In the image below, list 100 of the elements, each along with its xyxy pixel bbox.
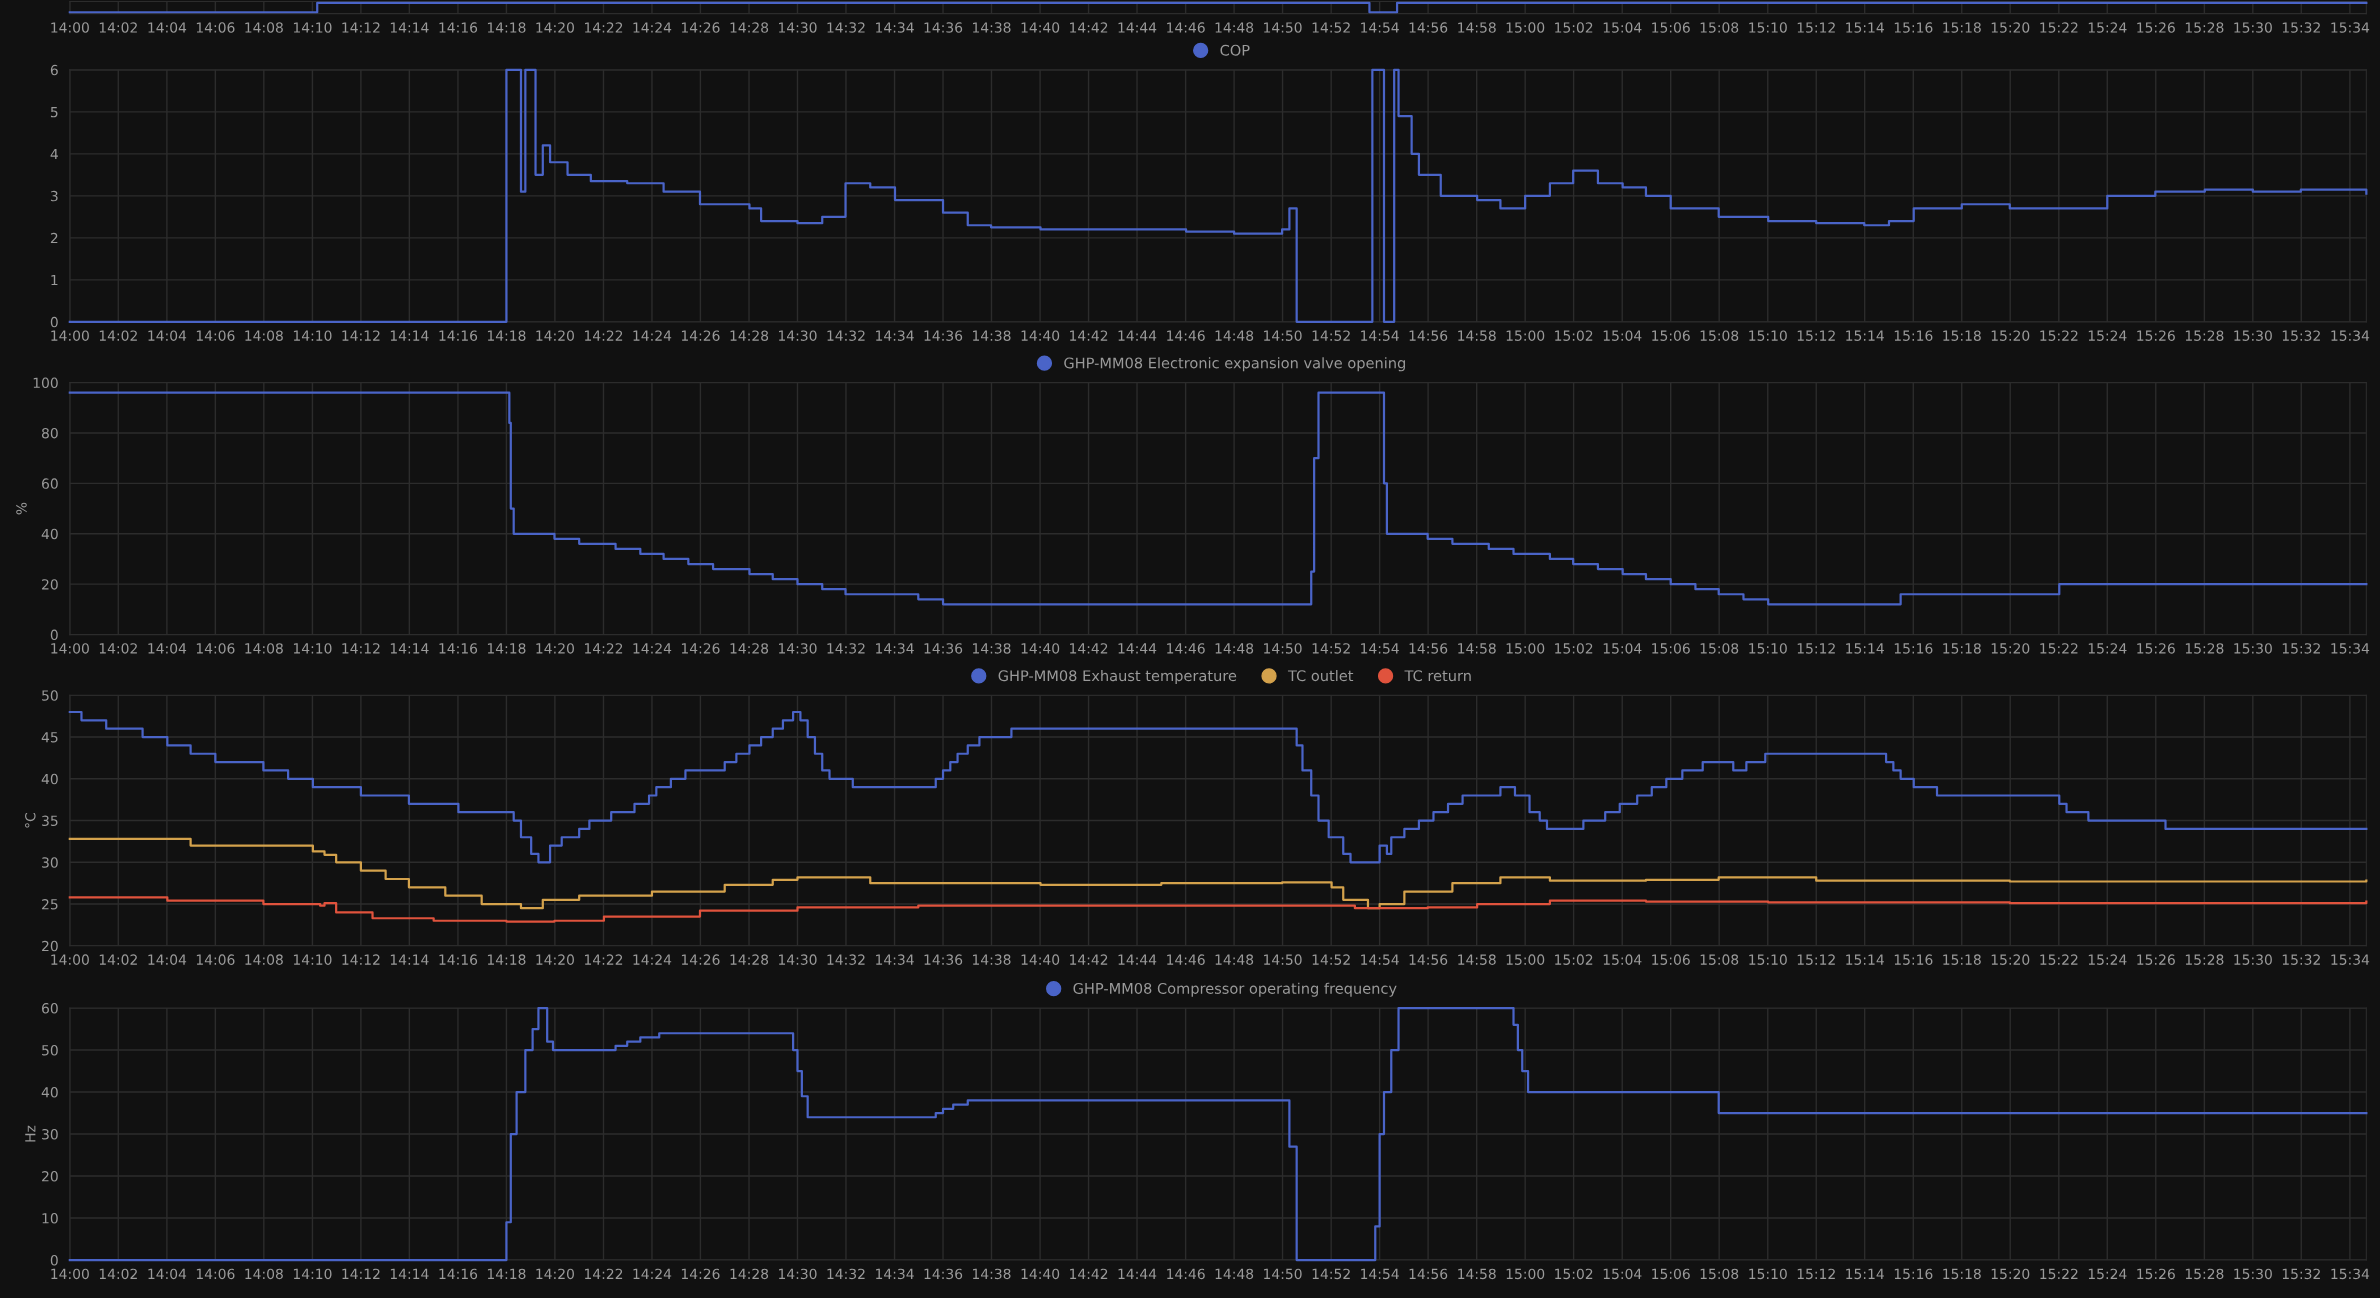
y-tick-label: 0 bbox=[50, 629, 58, 641]
x-tick-label: 14:52 bbox=[1312, 643, 1350, 654]
y-tick-label: 40 bbox=[41, 1087, 58, 1098]
x-tick-label: 14:54 bbox=[1361, 643, 1399, 654]
x-tick-label: 14:22 bbox=[585, 330, 623, 341]
x-tick-label: 14:34 bbox=[876, 22, 914, 33]
x-tick-label: 15:00 bbox=[1506, 643, 1545, 654]
x-tick-label: 15:30 bbox=[2234, 330, 2272, 341]
x-tick-label: 14:32 bbox=[827, 22, 865, 33]
x-tick-label: 15:26 bbox=[2137, 22, 2175, 33]
x-tick-label: 14:48 bbox=[1215, 330, 1254, 341]
x-tick-label: 14:08 bbox=[245, 643, 283, 654]
x-tick-label: 14:20 bbox=[536, 330, 574, 341]
y-tick-label: 2 bbox=[50, 232, 58, 244]
x-tick-label: 15:28 bbox=[2185, 954, 2224, 965]
x-tick-label: 15:06 bbox=[1652, 22, 1690, 33]
x-tick-label: 15:14 bbox=[1846, 643, 1884, 654]
x-tick-label: 14:56 bbox=[1409, 330, 1448, 341]
x-tick-label: 14:58 bbox=[1458, 954, 1496, 965]
x-tick-label: 15:14 bbox=[1846, 22, 1884, 33]
y-tick-label: 1 bbox=[51, 274, 58, 286]
x-tick-label: 14:52 bbox=[1312, 330, 1350, 341]
x-tick-label: 14:06 bbox=[196, 643, 235, 654]
x-tick-label: 14:36 bbox=[924, 22, 963, 33]
x-tick-label: 14:26 bbox=[681, 22, 720, 33]
y-tick-label: 45 bbox=[41, 732, 58, 743]
x-tick-label: 14:40 bbox=[1021, 330, 1060, 341]
x-tick-label: 14:22 bbox=[585, 22, 623, 33]
x-tick-label: 15:34 bbox=[2331, 330, 2370, 341]
x-tick-label: 14:52 bbox=[1312, 954, 1350, 965]
y-tick-label: 4 bbox=[50, 148, 58, 160]
x-tick-label: 15:12 bbox=[1797, 643, 1835, 654]
x-tick-label: 15:18 bbox=[1943, 330, 1981, 341]
x-tick-label: 15:34 bbox=[2331, 1268, 2370, 1280]
x-tick-label: 15:24 bbox=[2088, 954, 2127, 965]
x-tick-label: 15:04 bbox=[1603, 330, 1642, 341]
y-tick-label: 3 bbox=[50, 190, 58, 202]
x-tick-label: 15:16 bbox=[1894, 954, 1933, 965]
x-tick-label: 15:30 bbox=[2234, 1268, 2272, 1280]
x-tick-label: 15:02 bbox=[1555, 1268, 1593, 1280]
x-tick-label: 15:12 bbox=[1797, 330, 1835, 341]
x-tick-label: 15:14 bbox=[1846, 954, 1884, 965]
x-tick-label: 14:24 bbox=[633, 643, 672, 654]
x-tick-label: 15:32 bbox=[2282, 954, 2320, 965]
x-tick-label: 14:10 bbox=[293, 22, 332, 33]
x-tick-label: 14:18 bbox=[487, 22, 526, 33]
x-tick-label: 14:32 bbox=[827, 1268, 865, 1280]
x-tick-label: 14:08 bbox=[245, 22, 283, 33]
x-tick-label: 15:18 bbox=[1943, 643, 1981, 654]
x-tick-label: 15:08 bbox=[1700, 22, 1739, 33]
legend-label: TC return bbox=[1404, 670, 1471, 682]
y-tick-label: 100 bbox=[33, 377, 58, 389]
x-tick-label: 15:30 bbox=[2234, 22, 2272, 33]
x-tick-label: 14:02 bbox=[99, 954, 137, 965]
x-tick-label: 15:22 bbox=[2040, 643, 2078, 654]
y-tick-label: 80 bbox=[41, 427, 58, 439]
y-axis-title: Hz bbox=[25, 1125, 36, 1142]
x-tick-label: 14:30 bbox=[779, 643, 817, 654]
x-tick-label: 14:08 bbox=[245, 1268, 283, 1280]
legend-label: GHP-MM08 Compressor operating frequency bbox=[1073, 982, 1397, 997]
x-tick-label: 15:22 bbox=[2040, 954, 2078, 965]
x-tick-label: 14:06 bbox=[196, 22, 235, 33]
x-tick-label: 14:46 bbox=[1167, 643, 1205, 654]
x-tick-label: 14:20 bbox=[536, 643, 574, 654]
x-tick-label: 15:34 bbox=[2331, 643, 2370, 654]
x-tick-label: 14:26 bbox=[681, 643, 720, 654]
x-tick-label: 15:16 bbox=[1894, 22, 1933, 33]
y-tick-label: 0 bbox=[50, 1255, 58, 1266]
x-tick-label: 14:40 bbox=[1021, 22, 1060, 33]
x-tick-label: 14:04 bbox=[148, 22, 187, 33]
x-tick-label: 14:34 bbox=[876, 1268, 914, 1280]
x-tick-label: 15:28 bbox=[2185, 22, 2224, 33]
x-tick-label: 14:48 bbox=[1215, 954, 1254, 965]
y-tick-label: 25 bbox=[42, 899, 58, 910]
x-tick-label: 14:40 bbox=[1021, 954, 1060, 965]
x-tick-label: 14:36 bbox=[924, 1268, 963, 1280]
x-tick-label: 15:30 bbox=[2234, 643, 2272, 654]
x-tick-label: 14:46 bbox=[1167, 954, 1205, 965]
x-tick-label: 15:34 bbox=[2331, 22, 2370, 33]
x-tick-label: 15:20 bbox=[1991, 643, 2030, 654]
x-tick-label: 15:12 bbox=[1797, 1268, 1835, 1280]
x-tick-label: 14:58 bbox=[1458, 1268, 1496, 1280]
x-tick-label: 14:46 bbox=[1167, 330, 1205, 341]
x-tick-label: 14:44 bbox=[1118, 330, 1157, 341]
x-tick-label: 14:26 bbox=[681, 954, 720, 965]
y-tick-label: 60 bbox=[42, 1003, 58, 1014]
x-tick-label: 15:06 bbox=[1652, 643, 1690, 654]
x-tick-label: 14:08 bbox=[245, 330, 283, 341]
x-tick-label: 14:42 bbox=[1070, 954, 1108, 965]
y-tick-label: 20 bbox=[42, 940, 58, 952]
x-tick-label: 14:40 bbox=[1021, 643, 1060, 654]
x-tick-label: 14:14 bbox=[390, 1268, 429, 1279]
x-tick-label: 14:00 bbox=[51, 954, 89, 965]
y-tick-label: 10 bbox=[42, 1213, 58, 1224]
x-tick-label: 14:00 bbox=[51, 643, 89, 654]
x-tick-label: 14:52 bbox=[1312, 22, 1350, 33]
x-tick-label: 15:02 bbox=[1555, 643, 1593, 654]
x-tick-label: 14:16 bbox=[439, 330, 478, 341]
x-tick-label: 14:18 bbox=[487, 954, 526, 965]
x-tick-label: 15:24 bbox=[2088, 22, 2127, 33]
